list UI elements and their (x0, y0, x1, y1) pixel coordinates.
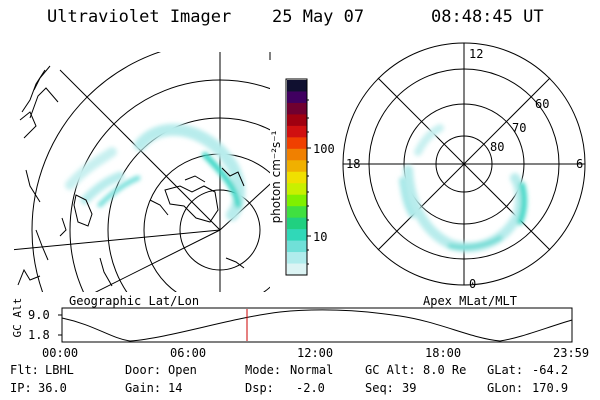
colorbar-segment (287, 114, 307, 127)
magnetic-map (342, 42, 586, 286)
status-filter-label: Flt: (10, 363, 39, 377)
status-filter-value: LBHL (45, 363, 74, 377)
status-seq-value: 39 (402, 381, 417, 395)
timeline-ytick-9: 9.0 (28, 308, 50, 322)
colorbar-tick-100: 100 (313, 142, 335, 156)
mlt-diagonal-b (377, 77, 551, 251)
colorbar (287, 80, 307, 276)
status-seq-label: Seq: (365, 381, 394, 395)
timeline-ylabel: GC Alt (11, 297, 24, 338)
status-glat-value: -64.2 (532, 363, 569, 377)
colorbar-segment (287, 240, 307, 253)
timeline-xtick-1200: 12:00 (297, 346, 334, 360)
status-ip-label: IP: (10, 381, 32, 395)
colorbar-frame (285, 78, 308, 276)
colorbar-segment (287, 229, 307, 242)
colorbar-segment (287, 206, 307, 219)
colorbar-segment (287, 137, 307, 150)
status-glon-label: GLon: (487, 381, 524, 395)
status-glon-value: 170.9 (532, 381, 569, 395)
mlt-label-6: 6 (576, 157, 584, 171)
status-gcalt-label: GC Alt: (365, 363, 416, 377)
mlt-label-12: 12 (469, 47, 484, 61)
timeline-ytick-1-8: 1.8 (28, 328, 50, 342)
status-gcalt-value: 8.0 Re (423, 363, 467, 377)
mlat-label-60: 60 (535, 97, 550, 111)
colorbar-segment (287, 80, 307, 92)
status-door-value: Open (168, 363, 197, 377)
status-mode-label: Mode: (245, 363, 282, 377)
time-label: 08:48:45 UT (431, 7, 544, 27)
geographic-label: Geographic Lat/Lon (69, 294, 200, 308)
colorbar-segment (287, 125, 307, 138)
colorbar-segment (287, 148, 307, 161)
aurora-emission-mag (399, 124, 528, 253)
colorbar-segment (287, 194, 307, 207)
colorbar-segment (287, 91, 307, 104)
mlt-label-0: 0 (469, 277, 477, 291)
colorbar-segment (287, 263, 307, 276)
status-gain-value: 14 (168, 381, 183, 395)
geographic-map (14, 52, 270, 292)
altitude-curve (61, 309, 573, 342)
colorbar-segment (287, 183, 307, 196)
status-ip-value: 36.0 (38, 381, 67, 395)
instrument-title: Ultraviolet Imager (47, 7, 232, 27)
status-dsp-value: -2.0 (296, 381, 325, 395)
colorbar-ticks (307, 99, 311, 265)
mlat-label-70: 70 (512, 121, 527, 135)
timeline-xtick-2359: 23:59 (553, 346, 590, 360)
colorbar-segment (287, 171, 307, 184)
colorbar-segment (287, 217, 307, 230)
timeline-xtick-0600: 06:00 (170, 346, 207, 360)
coastlines (17, 65, 245, 287)
status-dsp-label: Dsp: (245, 381, 274, 395)
timeline-xtick-1800: 18:00 (425, 346, 462, 360)
mlt-label-18: 18 (346, 157, 361, 171)
timeline-frame (61, 307, 573, 343)
colorbar-tick-10: 10 (313, 230, 328, 244)
status-gain-label: Gain: (125, 381, 162, 395)
status-door-label: Door: (125, 363, 162, 377)
aurora-emission-geo (65, 123, 246, 221)
colorbar-segment (287, 102, 307, 115)
timeline-panel (58, 307, 573, 343)
colorbar-segment (287, 252, 307, 265)
colorbar-unit-label: photon cm⁻²s⁻¹ (269, 130, 283, 224)
mlat-label-80: 80 (490, 140, 505, 154)
status-mode-value: Normal (290, 363, 334, 377)
magnetic-label: Apex MLat/MLT (423, 294, 517, 308)
status-glat-label: GLat: (487, 363, 524, 377)
timeline-xtick-0000: 00:00 (42, 346, 79, 360)
date-label: 25 May 07 (272, 7, 365, 27)
colorbar-segment (287, 160, 307, 173)
